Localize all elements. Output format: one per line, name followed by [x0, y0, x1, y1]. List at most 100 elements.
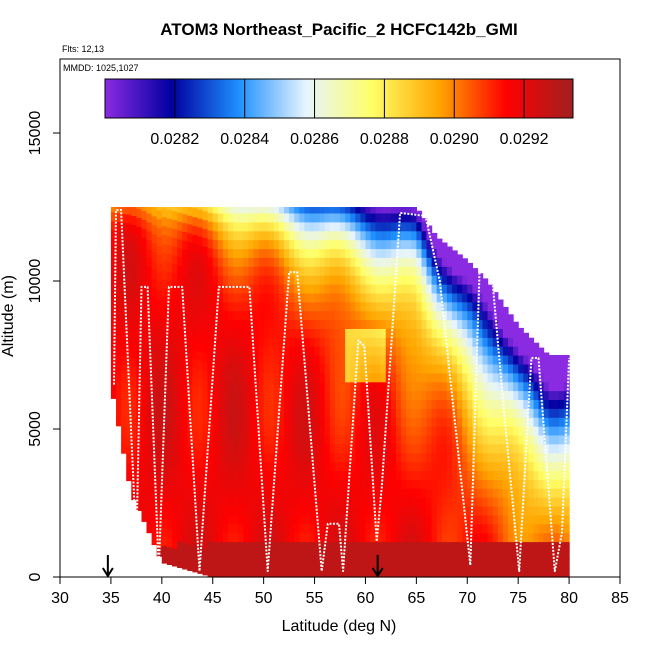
heatmap-cell: [248, 541, 255, 551]
heatmap-cell: [299, 390, 305, 400]
heatmap-cell: [202, 264, 209, 274]
heatmap-cell: [350, 346, 356, 356]
heatmap-cell: [233, 390, 239, 400]
heatmap-cell: [207, 354, 214, 364]
heatmap-cell: [278, 355, 285, 365]
heatmap-cell: [477, 550, 484, 560]
heatmap-cell: [558, 488, 565, 498]
heatmap-cell: [126, 285, 132, 295]
heatmap-cell: [212, 568, 219, 578]
heatmap-cell: [136, 457, 143, 467]
heatmap-cell: [314, 461, 321, 472]
heatmap-cell: [314, 390, 321, 400]
heatmap-cell: [289, 514, 295, 525]
heatmap-cell: [436, 390, 443, 400]
heatmap-cell: [548, 443, 555, 454]
heatmap-cell: [156, 458, 163, 469]
heatmap-cell: [289, 337, 295, 347]
heatmap-cell: [406, 328, 412, 338]
heatmap-cell: [553, 390, 560, 400]
heatmap-cell: [385, 559, 392, 569]
heatmap-cell: [492, 292, 499, 303]
heatmap-cell: [324, 541, 331, 551]
heatmap-cell: [411, 372, 417, 383]
heatmap-cell: [355, 532, 361, 543]
heatmap-cell: [136, 323, 143, 334]
heatmap-cell: [309, 319, 316, 329]
heatmap-cell: [467, 328, 473, 338]
heatmap-cell: [390, 266, 397, 276]
heatmap-cell: [502, 310, 509, 321]
heatmap-cell: [472, 541, 479, 551]
heatmap-cell: [253, 337, 260, 347]
heatmap-cell: [243, 399, 249, 409]
heatmap-cell: [222, 426, 229, 436]
heatmap-cell: [289, 363, 295, 374]
heatmap-cell: [248, 390, 255, 400]
heatmap-cell: [278, 470, 285, 480]
heatmap-cell: [467, 426, 473, 436]
heatmap-cell: [197, 511, 204, 521]
heatmap-cell: [406, 381, 412, 392]
heatmap-cell: [192, 207, 199, 209]
heatmap-cell: [360, 381, 367, 392]
heatmap-cell: [472, 497, 479, 507]
heatmap-cell: [172, 414, 178, 425]
heatmap-cell: [355, 337, 361, 347]
heatmap-cell: [197, 475, 204, 486]
heatmap-cell: [151, 508, 158, 519]
heatmap-cell: [431, 470, 438, 480]
heatmap-cell: [558, 372, 565, 383]
heatmap-cell: [329, 470, 336, 480]
heatmap-cell: [533, 408, 540, 418]
heatmap-cell: [207, 514, 214, 524]
heatmap-cell: [243, 221, 249, 232]
heatmap-cell: [319, 532, 326, 543]
heatmap-cell: [487, 506, 494, 516]
heatmap-cell: [197, 235, 204, 246]
heatmap-cell: [319, 417, 326, 427]
heatmap-cell: [360, 514, 367, 525]
heatmap-cell: [131, 277, 137, 287]
heatmap-cell: [375, 497, 382, 507]
heatmap-cell: [299, 212, 305, 223]
heatmap-cell: [182, 293, 188, 304]
heatmap-cell: [497, 408, 504, 418]
heatmap-cell: [243, 230, 249, 241]
heatmap-cell: [334, 568, 341, 578]
heatmap-cell: [446, 452, 453, 463]
heatmap-cell: [294, 470, 300, 480]
heatmap-cell: [558, 452, 565, 463]
heatmap-cell: [462, 488, 468, 498]
heatmap-cell: [497, 434, 504, 445]
heatmap-cell: [502, 426, 509, 436]
heatmap-cell: [222, 221, 229, 232]
heatmap-cell: [446, 550, 453, 560]
heatmap-cell: [141, 405, 148, 416]
heatmap-cell: [345, 319, 351, 329]
heatmap-cell: [370, 207, 377, 214]
heatmap-cell: [411, 443, 417, 454]
heatmap-cell: [406, 417, 412, 427]
heatmap-cell: [151, 278, 158, 288]
heatmap-cell: [253, 461, 260, 472]
heatmap-cell: [558, 559, 565, 569]
heatmap-cell: [273, 257, 280, 267]
heatmap-cell: [390, 568, 397, 578]
heatmap-cell: [258, 337, 265, 347]
heatmap-cell: [416, 230, 423, 241]
heatmap-cell: [380, 310, 387, 321]
heatmap-cell: [238, 452, 244, 463]
heatmap-cell: [207, 434, 214, 444]
heatmap-cell: [166, 351, 173, 361]
heatmap-cell: [355, 355, 361, 365]
heatmap-cell: [151, 322, 158, 332]
heatmap-cell: [314, 434, 321, 445]
heatmap-cell: [350, 506, 356, 516]
heatmap-cell: [151, 331, 158, 341]
heatmap-cell: [309, 443, 316, 454]
heatmap-cell: [207, 212, 214, 222]
heatmap-cell: [528, 363, 535, 374]
heatmap-cell: [441, 479, 448, 489]
